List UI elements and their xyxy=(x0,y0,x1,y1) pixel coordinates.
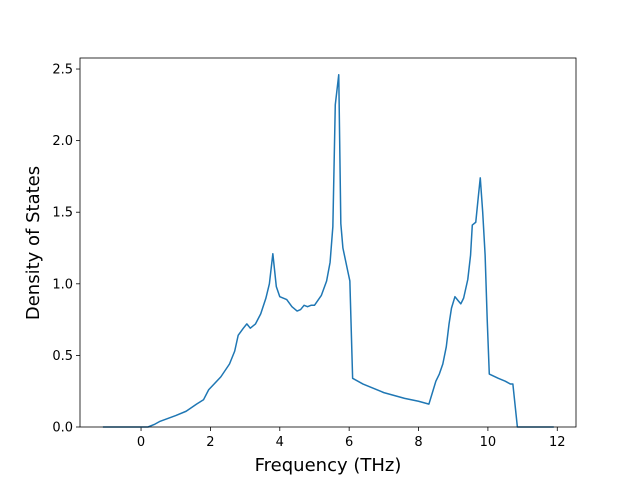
y-tick-label: 0.5 xyxy=(52,349,73,364)
x-tick-label: 8 xyxy=(414,435,422,450)
data-line xyxy=(102,74,554,428)
y-tick-label: 0.0 xyxy=(52,421,73,436)
x-tick-label: 2 xyxy=(206,435,214,450)
x-tick-label: 0 xyxy=(137,435,145,450)
x-axis-label: Frequency (THz) xyxy=(255,455,402,476)
y-tick-label: 2.5 xyxy=(52,63,73,78)
plot-frame xyxy=(79,57,577,428)
x-tick-label: 10 xyxy=(480,435,497,450)
y-tick-label: 2.0 xyxy=(52,134,73,149)
y-axis-label: Density of States xyxy=(23,166,44,320)
y-tick-label: 1.0 xyxy=(52,277,73,292)
x-tick-label: 4 xyxy=(276,435,284,450)
x-tick-label: 6 xyxy=(345,435,353,450)
y-tick-label: 1.5 xyxy=(52,206,73,221)
x-tick-label: 12 xyxy=(549,435,566,450)
